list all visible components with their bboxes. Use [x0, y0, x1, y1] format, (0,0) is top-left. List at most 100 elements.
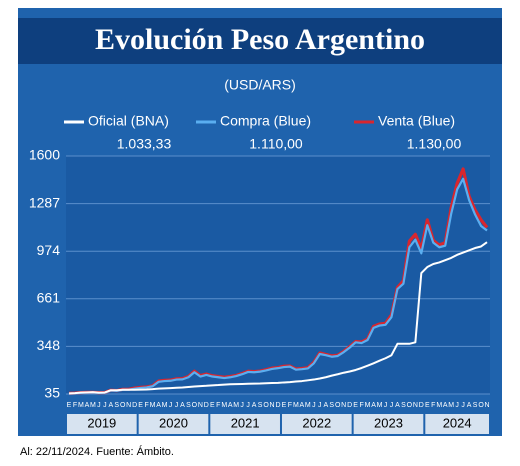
x-tick-label: A: [371, 402, 376, 409]
year-band: [281, 414, 352, 434]
x-tick-label: S: [401, 402, 406, 409]
x-tick-label: A: [156, 402, 161, 409]
x-tick-label: E: [353, 402, 358, 409]
x-tick-label: F: [144, 402, 148, 409]
x-tick-label: J: [175, 402, 179, 409]
year-band: [67, 414, 137, 434]
x-tick-label: D: [275, 402, 280, 409]
x-tick-label: A: [395, 402, 400, 409]
x-tick-label: F: [359, 402, 363, 409]
legend-label: Venta (Blue): [378, 113, 455, 129]
x-tick-label: J: [103, 402, 107, 409]
x-tick-label: A: [85, 402, 90, 409]
x-tick-label: M: [436, 402, 442, 409]
footer: Al: 22/11/2024. Fuente: Ámbito.: [20, 445, 174, 458]
x-tick-label: M: [448, 402, 454, 409]
x-tick-label: N: [198, 402, 203, 409]
year-label: 2020: [159, 415, 188, 430]
value-label: 1.110,00: [249, 136, 303, 152]
year-label: 2019: [87, 415, 116, 430]
year-band: [425, 414, 489, 434]
value-label: 1.033,33: [117, 136, 172, 152]
x-tick-label: N: [484, 402, 489, 409]
year-band: [210, 414, 280, 434]
x-tick-label: J: [169, 402, 173, 409]
x-tick-label: A: [180, 402, 185, 409]
value-label: 1.130,00: [407, 136, 462, 152]
y-tick-label: 974: [37, 242, 61, 258]
x-tick-label: A: [300, 402, 305, 409]
x-tick-label: F: [73, 402, 77, 409]
x-tick-label: O: [335, 402, 341, 409]
chart-title: Evolución Peso Argentino: [95, 23, 425, 56]
x-tick-label: N: [126, 402, 131, 409]
title-bar: [18, 18, 502, 64]
year-label: 2022: [302, 415, 331, 430]
x-tick-label: F: [431, 402, 435, 409]
x-tick-label: E: [210, 402, 215, 409]
x-tick-label: J: [246, 402, 250, 409]
x-tick-label: D: [347, 402, 352, 409]
x-tick-label: J: [390, 402, 394, 409]
x-tick-label: M: [150, 402, 156, 409]
plot-area: [66, 156, 490, 394]
x-tick-label: J: [384, 402, 388, 409]
x-tick-label: J: [318, 402, 322, 409]
x-tick-label: O: [192, 402, 198, 409]
x-tick-label: O: [407, 402, 413, 409]
legend-label: Compra (Blue): [220, 113, 311, 129]
x-tick-label: M: [293, 402, 299, 409]
x-tick-label: A: [443, 402, 448, 409]
x-tick-label: S: [329, 402, 334, 409]
y-tick-label: 1600: [29, 147, 60, 163]
year-band: [138, 414, 209, 434]
year-label: 2023: [374, 415, 403, 430]
x-tick-label: J: [455, 402, 459, 409]
subtitle: (USD/ARS): [224, 77, 296, 93]
x-tick-label: E: [425, 402, 430, 409]
x-tick-label: M: [305, 402, 311, 409]
series-line: [68, 241, 488, 395]
y-tick-label: 661: [37, 290, 61, 306]
x-tick-label: M: [162, 402, 168, 409]
x-tick-label: A: [323, 402, 328, 409]
x-tick-label: J: [461, 402, 465, 409]
x-tick-label: J: [312, 402, 316, 409]
x-tick-label: S: [114, 402, 119, 409]
x-tick-label: N: [269, 402, 274, 409]
x-tick-label: J: [240, 402, 244, 409]
x-tick-label: D: [132, 402, 137, 409]
x-tick-label: A: [467, 402, 472, 409]
x-tick-label: M: [90, 402, 96, 409]
x-tick-label: O: [478, 402, 484, 409]
x-tick-label: D: [204, 402, 209, 409]
x-tick-label: S: [186, 402, 191, 409]
legend-label: Oficial (BNA): [88, 113, 169, 129]
x-tick-label: E: [282, 402, 287, 409]
x-tick-label: F: [216, 402, 220, 409]
x-tick-label: M: [365, 402, 371, 409]
x-tick-label: J: [97, 402, 101, 409]
series-line: [68, 177, 488, 395]
y-tick-label: 35: [44, 385, 60, 401]
year-label: 2021: [231, 415, 260, 430]
x-tick-label: S: [258, 402, 263, 409]
x-tick-label: A: [108, 402, 113, 409]
y-tick-label: 1287: [29, 194, 60, 210]
x-tick-label: S: [473, 402, 478, 409]
x-tick-label: M: [233, 402, 239, 409]
x-tick-label: O: [120, 402, 126, 409]
x-tick-label: N: [341, 402, 346, 409]
year-label: 2024: [443, 415, 472, 430]
x-tick-label: A: [252, 402, 257, 409]
y-tick-label: 348: [37, 337, 61, 353]
x-tick-label: D: [419, 402, 424, 409]
x-tick-label: E: [67, 402, 72, 409]
x-tick-label: M: [377, 402, 383, 409]
x-tick-label: O: [263, 402, 269, 409]
x-tick-label: N: [413, 402, 418, 409]
x-tick-label: M: [78, 402, 84, 409]
x-tick-label: A: [228, 402, 233, 409]
x-tick-label: F: [288, 402, 292, 409]
